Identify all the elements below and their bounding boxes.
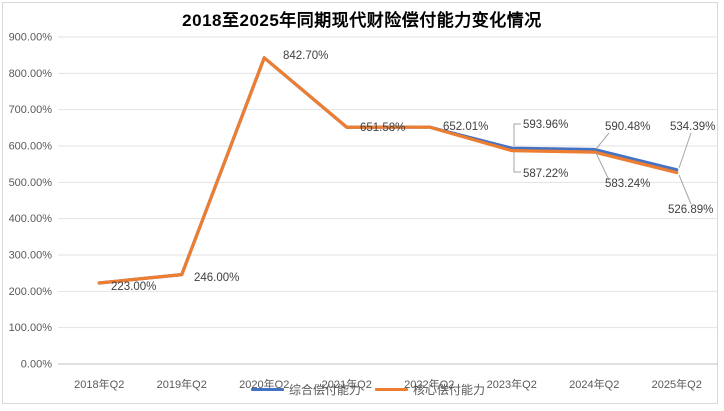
data-label-callout-line xyxy=(678,132,692,169)
comprehensive-solvency-line xyxy=(97,56,679,285)
data-label: 534.39% xyxy=(670,121,715,133)
data-label: 593.96% xyxy=(523,119,568,131)
data-label: 651.58% xyxy=(360,122,405,134)
data-label: 652.01% xyxy=(443,121,488,133)
y-axis-tick-label: 100.00% xyxy=(9,322,53,334)
core-solvency-line xyxy=(97,56,679,285)
x-axis-tick-label: 2021年Q2 xyxy=(322,377,372,391)
data-label-callout-line xyxy=(595,152,610,181)
legend-item-comprehensive-solvency: 综合偿付能力 xyxy=(251,381,361,398)
data-label-callout-line xyxy=(595,132,610,150)
x-axis-tick-label: 2023年Q2 xyxy=(487,377,537,391)
y-axis-tick-label: 300.00% xyxy=(9,250,53,262)
legend-line-sample xyxy=(251,388,284,391)
x-axis-tick-label: 2025年Q2 xyxy=(652,377,702,391)
y-axis-tick-label: 500.00% xyxy=(9,177,53,189)
data-label-callout-line xyxy=(513,123,521,146)
y-axis-tick-label: 700.00% xyxy=(9,104,53,116)
data-label: 223.00% xyxy=(111,281,156,293)
x-axis-tick-label: 2022年Q2 xyxy=(404,377,454,391)
y-axis-tick-label: 800.00% xyxy=(9,68,53,80)
y-axis-tick-label: 200.00% xyxy=(9,286,53,298)
x-axis-tick-label: 2020年Q2 xyxy=(239,377,289,391)
data-label-callout-line xyxy=(513,152,521,173)
y-axis-tick-label: 900.00% xyxy=(9,32,53,44)
x-axis-tick-label: 2019年Q2 xyxy=(157,377,207,391)
y-axis-tick-label: 600.00% xyxy=(9,141,53,153)
legend-item-core-solvency: 核心偿付能力 xyxy=(375,381,485,398)
data-label: 587.22% xyxy=(523,168,568,180)
data-label: 246.00% xyxy=(194,272,239,284)
data-label: 842.70% xyxy=(283,50,328,62)
y-axis-tick-label: 0.00% xyxy=(21,359,52,371)
x-axis-tick-label: 2024年Q2 xyxy=(569,377,619,391)
data-label: 526.89% xyxy=(668,204,713,216)
y-axis-tick-label: 400.00% xyxy=(9,213,53,225)
data-label: 583.24% xyxy=(605,178,650,190)
x-axis-tick-label: 2018年Q2 xyxy=(74,377,124,391)
chart-legend: 综合偿付能力 核心偿付能力 xyxy=(251,381,485,398)
legend-line-sample xyxy=(375,388,409,391)
chart-title: 2018至2025年同期现代财险偿付能力变化情况 xyxy=(182,11,542,30)
chart-frame xyxy=(2,2,718,404)
data-label-callout-line xyxy=(678,174,692,205)
data-label: 590.48% xyxy=(605,121,650,133)
legend-label: 核心偿付能力 xyxy=(413,383,486,397)
legend-label: 综合偿付能力 xyxy=(289,383,362,397)
